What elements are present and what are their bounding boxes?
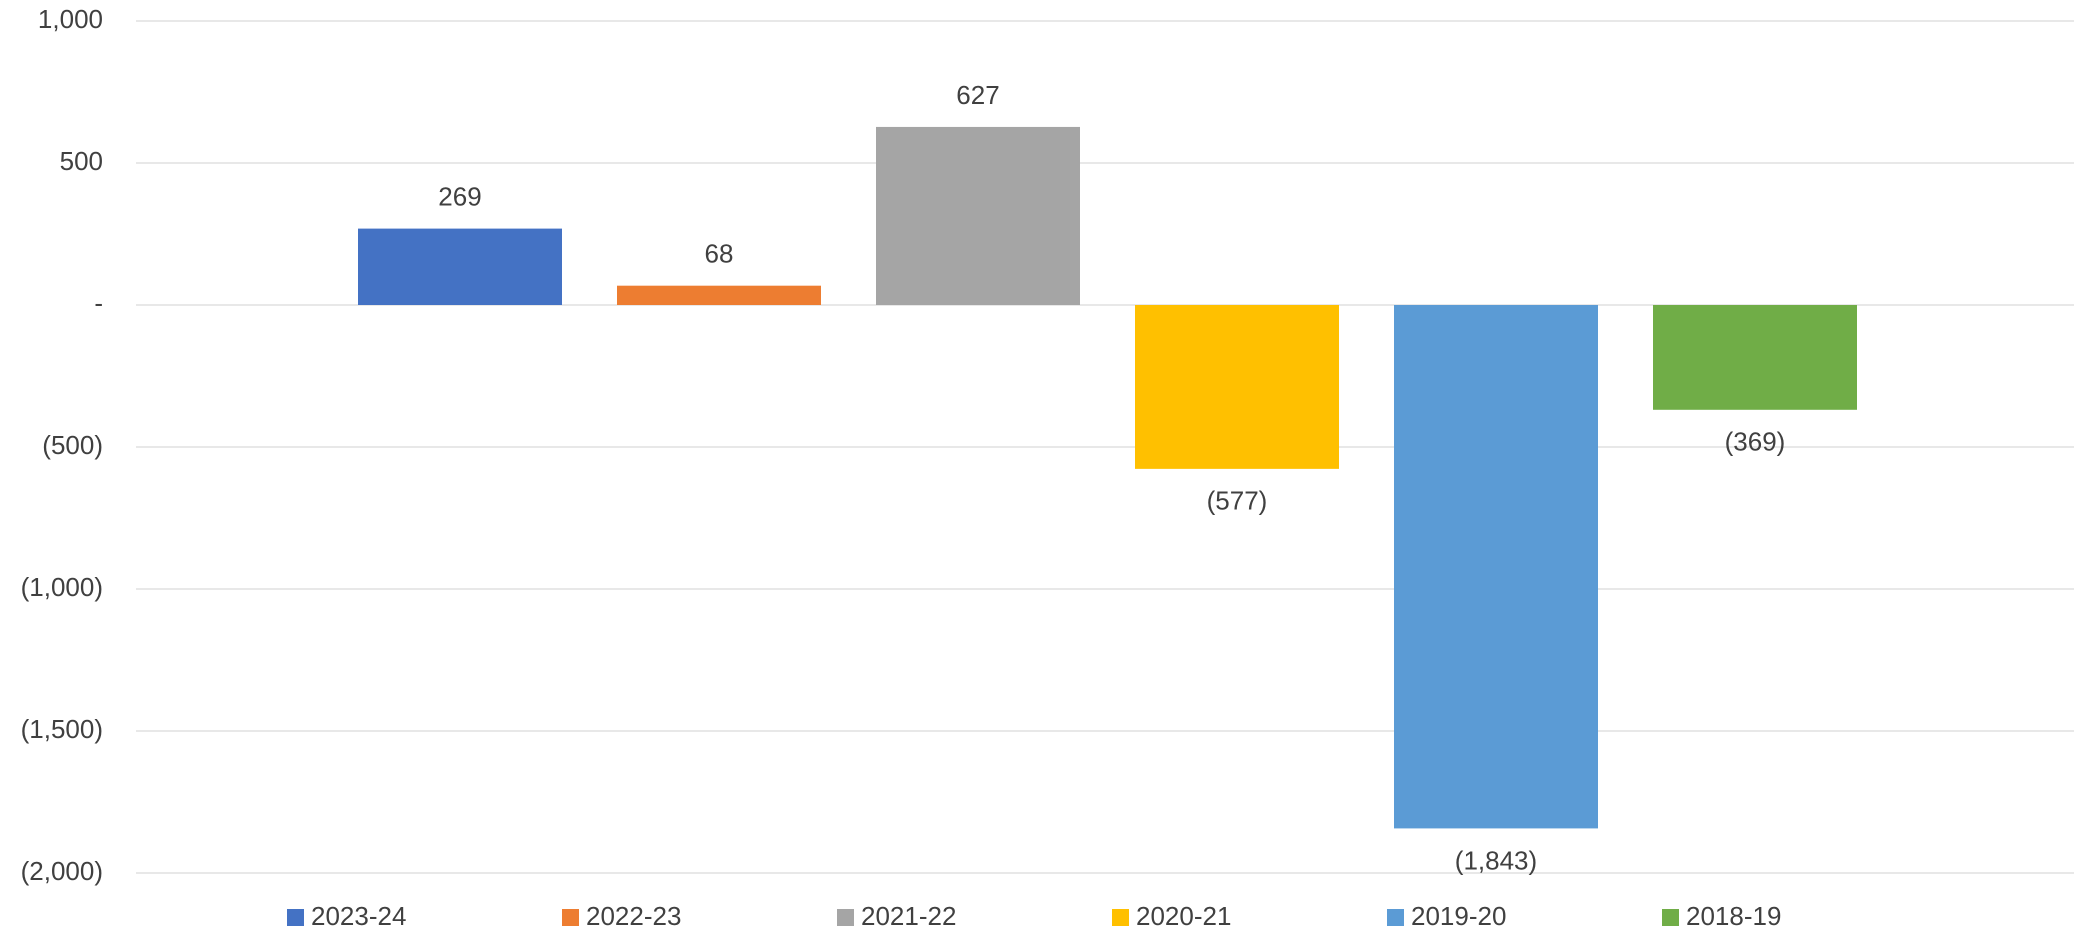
y-tick-label: (1,000) [21, 572, 103, 602]
data-label: 627 [956, 80, 999, 110]
y-tick-label: 1,000 [38, 4, 103, 34]
legend-swatch [837, 909, 854, 926]
legend-swatch [287, 909, 304, 926]
data-label: 269 [438, 181, 481, 211]
legend-swatch [1662, 909, 1679, 926]
data-label: (577) [1207, 486, 1268, 516]
legend-label: 2018-19 [1686, 901, 1781, 931]
legend-label: 2019-20 [1411, 901, 1506, 931]
legend-swatch [562, 909, 579, 926]
bar [358, 228, 562, 305]
legend-label: 2021-22 [861, 901, 956, 931]
legend-label: 2020-21 [1136, 901, 1231, 931]
legend-swatch [1112, 909, 1129, 926]
y-tick-label: (1,500) [21, 714, 103, 744]
y-tick-label: 500 [60, 146, 103, 176]
y-tick-label: (500) [42, 430, 103, 460]
bar [1135, 305, 1339, 469]
legend-label: 2023-24 [311, 901, 406, 931]
y-tick-label: (2,000) [21, 856, 103, 886]
bar [617, 285, 821, 305]
bar [876, 126, 1080, 305]
data-label: (1,843) [1455, 845, 1537, 875]
data-label: (369) [1725, 427, 1786, 457]
data-label: 68 [705, 239, 734, 269]
bar [1653, 305, 1857, 410]
legend-label: 2022-23 [586, 901, 681, 931]
y-tick-label: - [94, 288, 103, 318]
bar [1394, 305, 1598, 829]
legend-swatch [1387, 909, 1404, 926]
